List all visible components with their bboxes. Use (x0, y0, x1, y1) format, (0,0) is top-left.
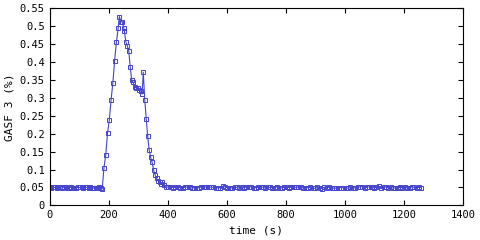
Y-axis label: GASF 3 (%): GASF 3 (%) (4, 73, 14, 141)
X-axis label: time (s): time (s) (229, 226, 284, 236)
